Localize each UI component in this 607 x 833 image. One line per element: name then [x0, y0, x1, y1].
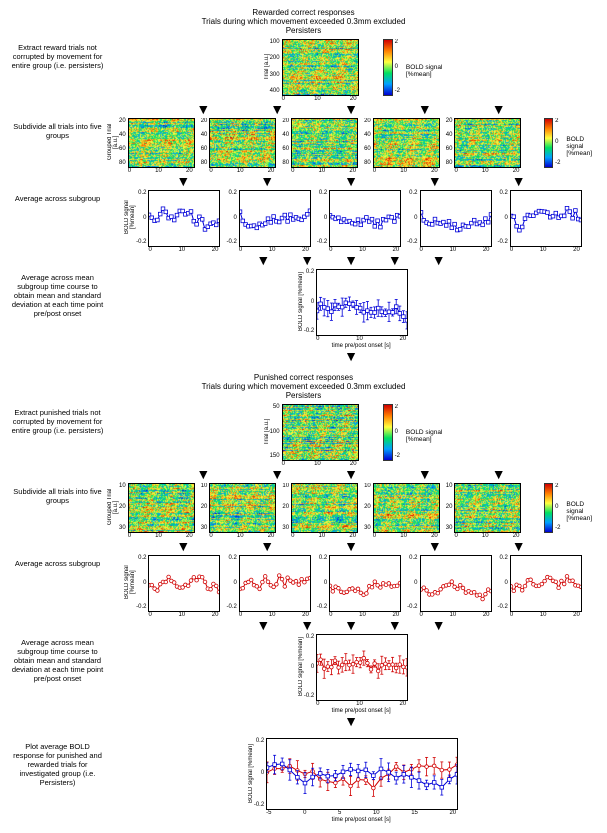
arrow-group: ▼ ▼ ▼ ▼ ▼ — [103, 541, 599, 551]
arrow-down-icon: ▼ — [260, 541, 274, 551]
colorbar: 20-2BOLD signal[%mean] — [540, 118, 599, 174]
line-plot: 0.20-0.201020 — [317, 190, 401, 253]
line-plot: 0.20-0.201020 — [407, 190, 491, 253]
arrow-down-icon: ▼ — [344, 469, 358, 479]
step-label: Average across mean subgroup time course… — [8, 269, 107, 322]
arrow-down-icon: ▼ — [196, 469, 210, 479]
arrow-down-icon: ▼ — [388, 620, 402, 630]
colorbar: 20-2BOLD signal[%mean] — [379, 39, 443, 102]
figure-root: Rewarded correct responsesTrials during … — [8, 8, 599, 823]
heatmap-panel: 10203001020 — [201, 483, 277, 539]
line-plot: 0.20-0.201020 — [226, 190, 310, 253]
colorbar: 20-2BOLD signal[%mean] — [379, 404, 443, 467]
arrow-down-icon: ▼ — [344, 620, 358, 630]
step-label: Subdivide all trials into five groups — [8, 118, 107, 144]
step-label: Average across mean subgroup time course… — [8, 634, 107, 687]
arrow-down-icon: ▼ — [388, 255, 402, 265]
arrow-down-icon: ▼ — [196, 104, 210, 114]
arrow-group: ▼ ▼ ▼ ▼ ▼ — [103, 104, 599, 114]
heatmap-panel: Trial [a.u.]1002003004000102020-2BOLD si… — [264, 39, 443, 102]
step-label: Plot average BOLD response for punished … — [8, 738, 107, 791]
heatmap-panel: 10203001020 — [282, 483, 358, 539]
line-plot: BOLD signal [%mean]0.20-0.201020 — [124, 190, 220, 253]
line-plot: 0.20-0.201020 — [498, 555, 582, 618]
arrow-down-icon: ▼ — [492, 104, 506, 114]
colorbar: 20-2BOLD signal[%mean] — [540, 483, 599, 539]
heatmap-panel: Grouped Trial [a.u.]2040608001020 — [107, 118, 195, 174]
heatmap-panel: 2040608001020 — [201, 118, 277, 174]
arrow-group: ▼ ▼ ▼ ▼ ▼ — [103, 469, 599, 479]
line-plot: 0.20-0.201020 — [226, 555, 310, 618]
line-plot: 0.20-0.201020 — [498, 190, 582, 253]
section-title: Punished correct responsesTrials during … — [8, 373, 599, 400]
section-title: Rewarded correct responsesTrials during … — [8, 8, 599, 35]
arrow-down-icon: ▼ — [260, 176, 274, 186]
arrow-down-icon: ▼ — [256, 255, 270, 265]
arrow-down-icon: ▼ — [432, 255, 446, 265]
arrow-group: ▼ ▼ ▼ ▼ ▼ — [103, 620, 599, 630]
line-plot: BOLD signal [%mean]0.20-0.201020time pre… — [298, 634, 408, 714]
arrow-down-icon: ▼ — [256, 620, 270, 630]
punished-section: Punished correct responsesTrials during … — [8, 373, 599, 726]
step-label: Average across subgroup — [8, 555, 107, 572]
arrow-down-icon: ▼ — [432, 620, 446, 630]
step-label: Average across subgroup — [8, 190, 107, 207]
arrow-down-icon: ▼ — [270, 469, 284, 479]
heatmap-panel: 2040608001020 — [282, 118, 358, 174]
arrow-down-icon: ▼ — [344, 716, 358, 726]
arrow-down-icon: ▼ — [418, 469, 432, 479]
step-label: Extract reward trials not corrupted by m… — [8, 39, 107, 74]
arrow-down-icon: ▼ — [176, 541, 190, 551]
combined-plot: BOLD signal [%mean]0.20-0.2-505101520tim… — [248, 738, 458, 823]
arrow-down-icon: ▼ — [344, 541, 358, 551]
arrow-down-icon: ▼ — [270, 104, 284, 114]
arrow-down-icon: ▼ — [344, 351, 358, 361]
arrow-down-icon: ▼ — [344, 176, 358, 186]
heatmap-panel: 10203001020 — [364, 483, 440, 539]
line-plot: BOLD signal [%mean]0.20-0.201020time pre… — [298, 269, 408, 349]
combined-row: Plot average BOLD response for punished … — [8, 738, 599, 823]
heatmap-panel: Trial [a.u.]501001500102020-2BOLD signal… — [264, 404, 443, 467]
step-label: Extract punished trials not corrupted by… — [8, 404, 107, 439]
heatmap-panel: Grouped Trial [a.u.]10203001020 — [107, 483, 195, 539]
arrow-group: ▼ — [103, 716, 599, 726]
arrow-down-icon: ▼ — [344, 255, 358, 265]
heatmap-panel: 1020300102020-2BOLD signal[%mean] — [446, 483, 599, 539]
heatmap-panel: 2040608001020 — [364, 118, 440, 174]
arrow-down-icon: ▼ — [428, 541, 442, 551]
line-plot: 0.20-0.201020 — [407, 555, 491, 618]
line-plot: BOLD signal [%mean]0.20-0.201020 — [124, 555, 220, 618]
arrow-down-icon: ▼ — [344, 104, 358, 114]
rewarded-section: Rewarded correct responsesTrials during … — [8, 8, 599, 361]
arrow-down-icon: ▼ — [428, 176, 442, 186]
arrow-down-icon: ▼ — [512, 176, 526, 186]
arrow-group: ▼ ▼ ▼ ▼ ▼ — [103, 255, 599, 265]
arrow-down-icon: ▼ — [300, 620, 314, 630]
arrow-group: ▼ ▼ ▼ ▼ ▼ — [103, 176, 599, 186]
arrow-down-icon: ▼ — [300, 255, 314, 265]
arrow-group: ▼ — [103, 351, 599, 361]
arrow-down-icon: ▼ — [512, 541, 526, 551]
arrow-down-icon: ▼ — [418, 104, 432, 114]
line-plot: 0.20-0.201020 — [317, 555, 401, 618]
arrow-down-icon: ▼ — [176, 176, 190, 186]
heatmap-panel: 204060800102020-2BOLD signal[%mean] — [446, 118, 599, 174]
step-label: Subdivide all trials into five groups — [8, 483, 107, 509]
arrow-down-icon: ▼ — [492, 469, 506, 479]
